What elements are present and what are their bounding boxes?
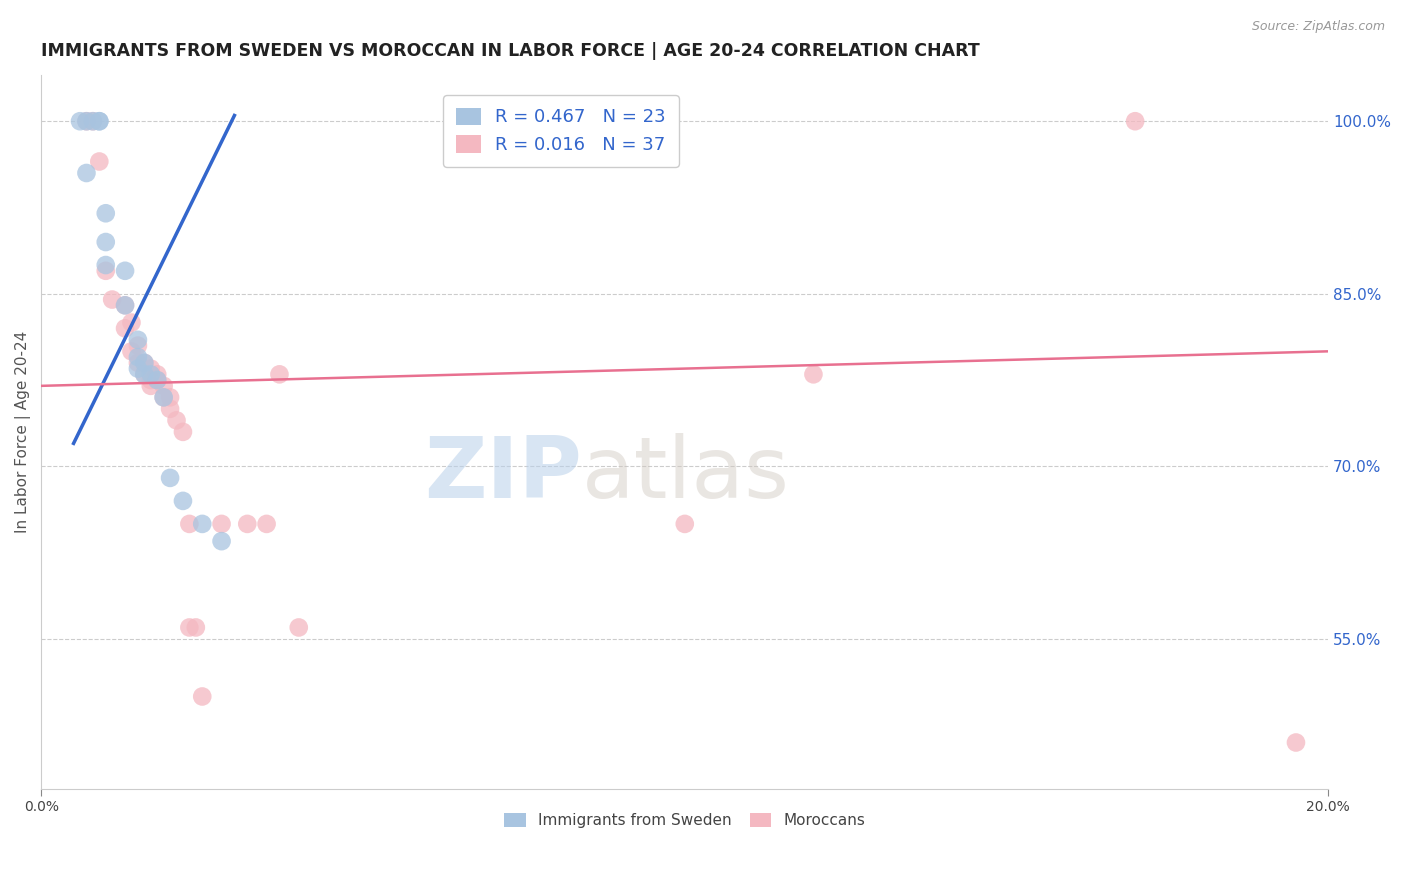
Point [94, 258, 117, 272]
Point [139, 373, 162, 387]
Point [211, 534, 233, 549]
Point [94, 206, 117, 220]
Point [172, 425, 194, 439]
Point [179, 516, 201, 531]
Point [127, 350, 149, 364]
Point [152, 379, 174, 393]
Point [146, 373, 169, 387]
Point [172, 494, 194, 508]
Point [134, 368, 156, 382]
Point [127, 361, 149, 376]
Point [82, 114, 104, 128]
Point [269, 368, 291, 382]
Point [114, 321, 136, 335]
Point [287, 620, 309, 634]
Point [134, 368, 156, 382]
Point [89, 114, 111, 128]
Point [121, 344, 143, 359]
Point [75, 114, 97, 128]
Text: Source: ZipAtlas.com: Source: ZipAtlas.com [1251, 20, 1385, 33]
Point [191, 690, 214, 704]
Point [114, 264, 136, 278]
Point [134, 356, 156, 370]
Text: ZIP: ZIP [425, 434, 582, 516]
Point [114, 298, 136, 312]
Point [89, 154, 111, 169]
Point [127, 356, 149, 370]
Point [179, 620, 201, 634]
Point [1285, 735, 1308, 749]
Point [127, 333, 149, 347]
Y-axis label: In Labor Force | Age 20-24: In Labor Force | Age 20-24 [15, 331, 31, 533]
Point [673, 516, 696, 531]
Point [101, 293, 124, 307]
Point [139, 361, 162, 376]
Point [75, 114, 97, 128]
Legend: Immigrants from Sweden, Moroccans: Immigrants from Sweden, Moroccans [498, 806, 872, 834]
Point [146, 368, 169, 382]
Point [166, 413, 188, 427]
Point [159, 390, 181, 404]
Point [94, 264, 117, 278]
Point [139, 368, 162, 382]
Point [256, 516, 278, 531]
Point [89, 114, 111, 128]
Point [159, 401, 181, 416]
Point [134, 356, 156, 370]
Point [1123, 114, 1146, 128]
Point [121, 316, 143, 330]
Text: IMMIGRANTS FROM SWEDEN VS MOROCCAN IN LABOR FORCE | AGE 20-24 CORRELATION CHART: IMMIGRANTS FROM SWEDEN VS MOROCCAN IN LA… [41, 42, 980, 60]
Point [69, 114, 91, 128]
Point [146, 373, 169, 387]
Point [152, 390, 174, 404]
Point [236, 516, 259, 531]
Text: atlas: atlas [582, 434, 790, 516]
Point [191, 516, 214, 531]
Point [94, 235, 117, 249]
Point [803, 368, 825, 382]
Point [211, 516, 233, 531]
Point [139, 379, 162, 393]
Point [114, 298, 136, 312]
Point [82, 114, 104, 128]
Point [159, 471, 181, 485]
Point [152, 390, 174, 404]
Point [184, 620, 207, 634]
Point [75, 166, 97, 180]
Point [127, 338, 149, 352]
